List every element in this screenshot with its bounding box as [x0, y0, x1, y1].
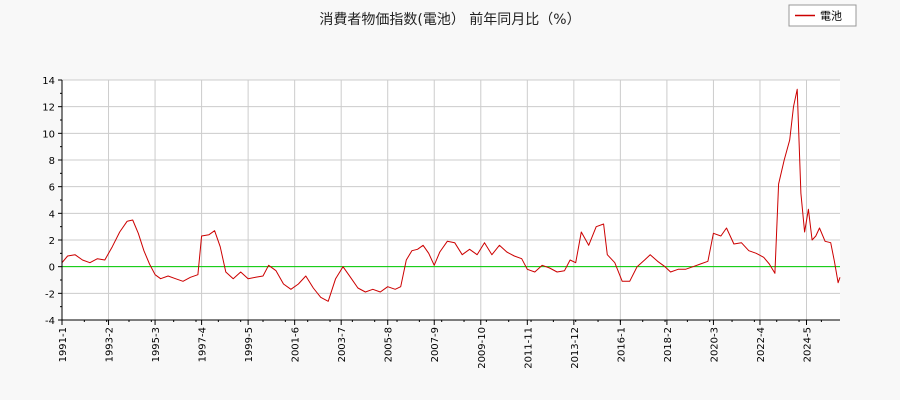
x-tick-label: 1991-1 — [58, 327, 69, 362]
y-tick-label: -2 — [45, 289, 55, 300]
x-tick-label: 2013-12 — [570, 327, 581, 369]
y-tick-label: 14 — [42, 76, 55, 87]
x-tick-label: 2016-1 — [616, 327, 627, 362]
series-layer — [61, 88, 841, 302]
x-tick-label: 2024-5 — [802, 327, 813, 362]
x-tick-label: 2001-6 — [291, 327, 302, 362]
x-tick-label: 2007-9 — [430, 327, 441, 362]
y-tick-label: 8 — [49, 156, 55, 167]
y-tick-label: 2 — [49, 236, 55, 247]
x-tick-label: 2005-8 — [384, 327, 395, 362]
x-tick-label: 2020-3 — [709, 327, 720, 362]
y-tick-label: 10 — [42, 129, 55, 140]
axes: -4 -2 0 2 4 6 8 10 12 14 1991-1 1993-2 1995-3 1997-4 1… — [42, 76, 840, 369]
chart-title: 消費者物価指数(電池） 前年同月比（%） — [319, 11, 580, 28]
legend-box — [788, 4, 857, 27]
x-tick-label: 2011-11 — [523, 327, 534, 369]
x-tick-label: 1995-3 — [151, 327, 162, 362]
plot-background — [62, 80, 840, 320]
grid — [61, 79, 840, 321]
x-tick-label: 1993-2 — [105, 327, 116, 362]
y-tick-label: -4 — [45, 316, 55, 327]
legend-label: 電池 — [820, 10, 842, 23]
x-tick-label: 2003-7 — [337, 327, 348, 362]
x-tick-label: 1997-4 — [198, 327, 209, 362]
x-tick-label: 2018-2 — [663, 327, 674, 362]
y-tick-label: 0 — [49, 263, 55, 274]
x-tick-label: 2022-4 — [756, 327, 767, 362]
series-line-battery — [61, 88, 841, 302]
legend: 電池 — [788, 4, 857, 27]
x-tick-label: 2009-10 — [477, 327, 488, 369]
x-tick-label: 1999-5 — [244, 327, 255, 362]
y-tick-label: 6 — [49, 183, 55, 194]
y-tick-label: 12 — [42, 103, 55, 114]
plot-area: -4 -2 0 2 4 6 8 10 12 14 1991-1 1993-2 1995-3 1997-4 1… — [42, 76, 841, 369]
y-tick-label: 4 — [49, 209, 55, 220]
